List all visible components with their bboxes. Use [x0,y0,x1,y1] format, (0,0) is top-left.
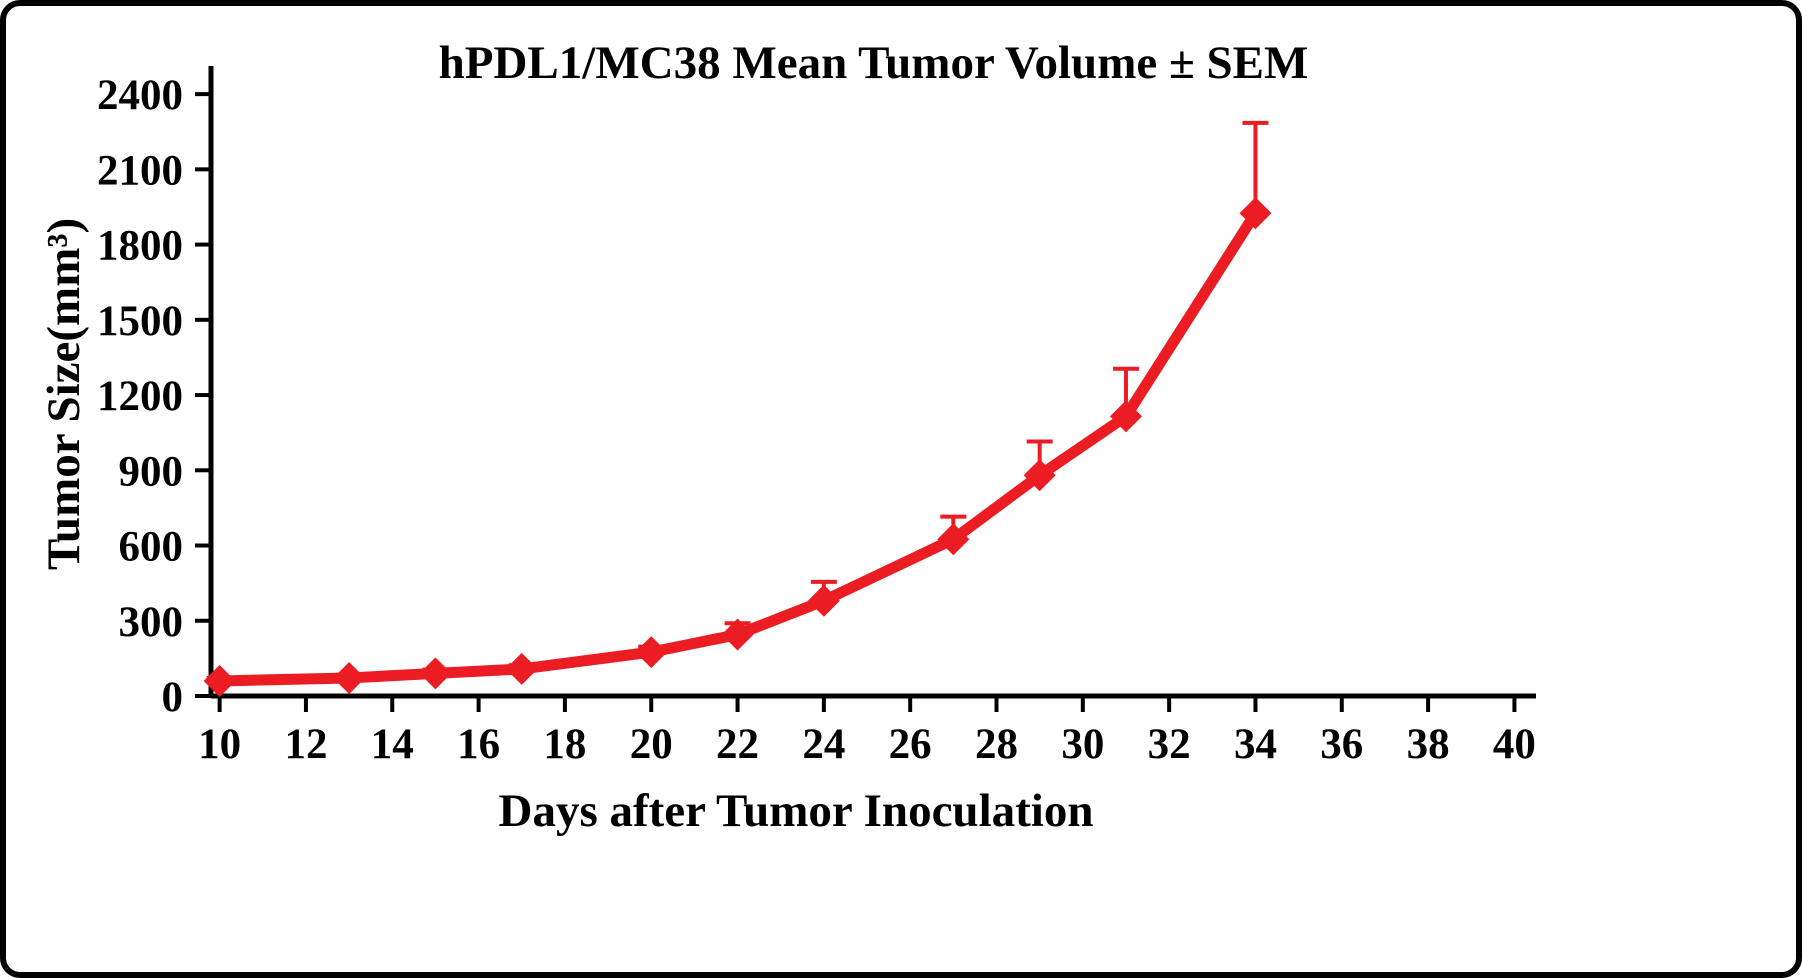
x-tick-label: 34 [1234,721,1277,768]
x-tick-label: 14 [371,721,414,768]
series-line [214,207,1261,687]
data-point-marker [1109,400,1142,433]
data-point-marker [1023,459,1056,492]
data-point-marker [721,618,754,651]
data-point-marker [419,657,452,690]
plot-area: 10 12 14 16 18 20 22 24 26 28 30 32 34 36 38 40 0 300 600 9… [97,66,1536,768]
chart-title: hPDL1/MC38 Mean Tumor Volume ± SEM [438,37,1309,89]
data-point-marker [635,636,668,669]
data-point-marker [807,584,840,617]
y-tick-label: 300 [119,599,184,646]
x-tick-label: 30 [1061,721,1104,768]
x-tick-label: 36 [1320,721,1363,768]
y-tick-label: 1800 [97,223,183,270]
y-tick-label: 0 [162,674,184,721]
x-tick-label: 28 [975,721,1018,768]
data-point-marker [203,664,236,697]
x-tick-label: 18 [543,721,586,768]
data-point-marker [505,652,538,685]
x-axis-title: Days after Tumor Inoculation [498,785,1094,837]
x-tick-label: 40 [1493,721,1536,768]
x-tick-label: 24 [802,721,845,768]
y-tick-label: 2400 [97,72,183,119]
y-tick-label: 900 [119,448,184,495]
x-tick-label: 38 [1407,721,1450,768]
data-point-marker [333,661,366,694]
x-tick-label: 22 [716,721,759,768]
data-point-marker [1239,197,1272,230]
x-tick-label: 20 [630,721,673,768]
y-tick-label: 1500 [97,298,183,345]
x-tick-label: 10 [198,721,241,768]
x-tick-label: 16 [457,721,500,768]
y-tick-label: 1200 [97,373,183,420]
x-tick-label: 12 [284,721,327,768]
x-tick-label: 26 [889,721,932,768]
y-tick-label: 2100 [97,147,183,194]
x-tick-label: 32 [1148,721,1191,768]
data-point-marker [937,523,970,556]
y-tick-label: 600 [119,524,184,571]
